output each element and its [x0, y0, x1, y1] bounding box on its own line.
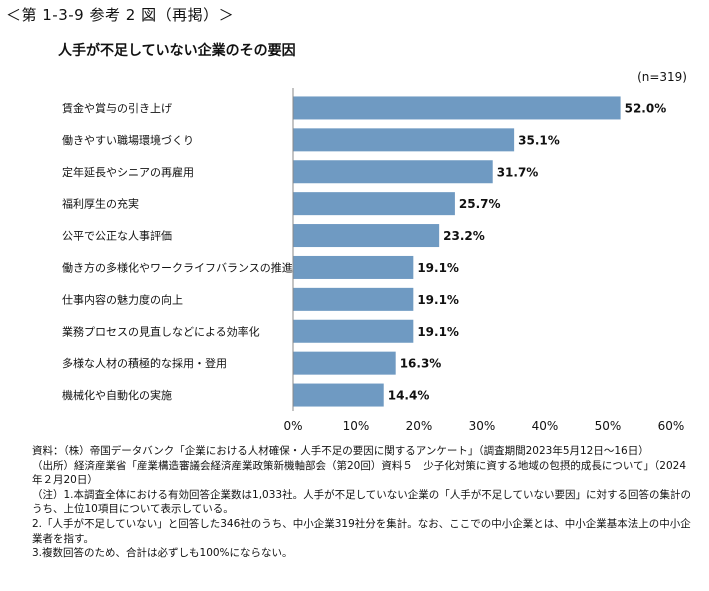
- bar: [293, 383, 384, 407]
- chart-title: 人手が不足していない企業のその要因: [58, 43, 296, 59]
- bar-chart: 賃金や賞与の引き上げ 52.0% 働きやすい職場環境づくり 35.1% 定年延長やシニア…: [62, 88, 685, 433]
- value-label: 19.1%: [417, 261, 459, 275]
- category-label: 機械化や自動化の実施: [62, 388, 172, 402]
- figure-label: ＜第 1-3-9 参考 2 図（再掲）＞: [6, 6, 235, 24]
- value-label: 25.7%: [459, 197, 501, 211]
- bar: [293, 287, 414, 311]
- value-label: 19.1%: [417, 325, 459, 339]
- bar: [293, 128, 515, 152]
- category-label: 仕事内容の魅力度の向上: [62, 292, 183, 306]
- category-label: 業務プロセスの見直しなどによる効率化: [62, 324, 260, 338]
- note-3: 3.複数回答のため、合計は必ずしも100%にならない。: [32, 547, 293, 560]
- note-origin: （出所）経済産業省「産業構造審議会経済産業政策新機軸部会（第20回）資料５ 少子…: [32, 459, 687, 487]
- bar: [293, 96, 621, 120]
- x-tick-label: 30%: [469, 419, 496, 433]
- category-label: 定年延長やシニアの再雇用: [62, 165, 194, 179]
- bar: [293, 224, 440, 248]
- bar: [293, 319, 414, 343]
- category-label: 賃金や賞与の引き上げ: [62, 101, 172, 115]
- category-label: 福利厚生の充実: [62, 197, 139, 211]
- sample-size-label: (n=319): [637, 70, 687, 84]
- x-tick-label: 40%: [532, 419, 559, 433]
- category-label: 働きやすい職場環境づくり: [62, 133, 194, 147]
- value-label: 23.2%: [443, 229, 485, 243]
- x-tick-label: 20%: [406, 419, 433, 433]
- category-label: 働き方の多様化やワークライフバランスの推進: [62, 260, 293, 274]
- value-label: 14.4%: [388, 389, 430, 403]
- source-notes: 資料：（株）帝国データバンク「企業における人材確保・人手不足の要因に関するアンケ…: [32, 444, 692, 561]
- value-label: 52.0%: [625, 101, 667, 115]
- category-label: 公平で公正な人事評価: [62, 229, 172, 243]
- bar: [293, 192, 455, 216]
- note-2: 2.「人手が不足していない」と回答した346社のうち、中小企業319社分を集計。…: [32, 517, 691, 545]
- note-1: （注）1.本調査全体における有効回答企業数は1,033社。人手が不足していない企…: [32, 488, 691, 516]
- x-tick-label: 60%: [658, 419, 685, 433]
- bar: [293, 351, 396, 375]
- note-source: 資料：（株）帝国データバンク「企業における人材確保・人手不足の要因に関するアンケ…: [32, 445, 649, 457]
- bar: [293, 160, 493, 184]
- x-tick-label: 50%: [595, 419, 622, 433]
- value-label: 35.1%: [518, 133, 560, 147]
- bar: [293, 255, 414, 279]
- category-label: 多様な人材の積極的な採用・登用: [62, 356, 227, 370]
- value-label: 16.3%: [400, 357, 442, 371]
- x-tick-label: 0%: [283, 419, 302, 433]
- value-label: 19.1%: [417, 293, 459, 307]
- x-tick-label: 10%: [343, 419, 370, 433]
- value-label: 31.7%: [497, 165, 539, 179]
